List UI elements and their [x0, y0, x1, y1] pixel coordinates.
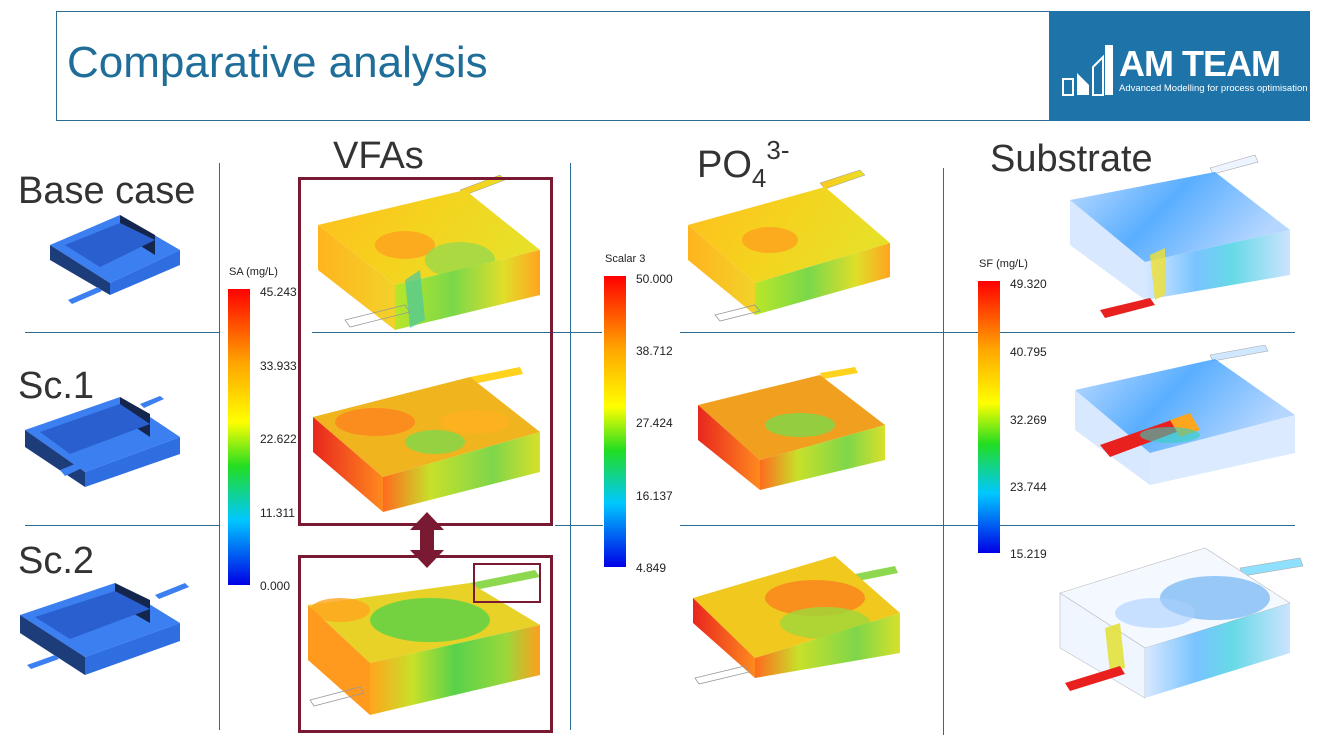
highlight-frame-vfas: [298, 177, 553, 526]
row-label-sc1: Sc.1: [18, 365, 95, 407]
colorbar-sa-tick: 11.311: [260, 506, 295, 520]
divider: [25, 332, 220, 333]
contour-substrate-base-case: [1070, 154, 1290, 318]
logo: [1049, 11, 1310, 121]
po4-subscript: 4: [751, 163, 767, 193]
colorbar-sa-tick: 22.622: [260, 432, 297, 446]
logo-mark-icon: [1062, 45, 1113, 96]
po4-base: PO: [697, 144, 752, 186]
divider: [25, 525, 220, 526]
colorbar-scalar3-tick: 16.137: [636, 489, 673, 503]
contour-po4-sc2: [693, 556, 900, 685]
title-frame: [56, 11, 1049, 121]
colorbar-scalar3-tick: 50.000: [636, 272, 673, 286]
colorbar-sa: [228, 289, 250, 585]
reactor-geometry-sc2: [20, 583, 189, 675]
colorbar-sa-tick: 0.000: [260, 579, 291, 593]
reactor-geometry-base-case: [50, 215, 180, 304]
column-heading-vfas: VFAs: [333, 135, 424, 177]
divider: [555, 525, 603, 526]
contour-vfas-sc1: [313, 367, 540, 512]
colorbar-scalar3-tick: 38.712: [636, 344, 673, 358]
logo-subtitle: Advanced Modelling for process optimisat…: [1119, 83, 1308, 94]
contour-vfas-base-case: [318, 174, 540, 330]
colorbar-title-scalar3: Scalar 3: [605, 253, 646, 265]
colorbar-sf-tick: 40.795: [1010, 345, 1047, 359]
row-label-base-case: Base case: [18, 170, 196, 212]
colorbar-sa-tick: 33.933: [260, 359, 297, 373]
colorbar-sf-tick: 49.320: [1010, 277, 1047, 291]
row-label-sc2: Sc.2: [18, 540, 95, 582]
colorbar-sf-tick: 15.219: [1010, 547, 1047, 561]
colorbar-scalar3: [604, 276, 626, 567]
contour-po4-sc1: [698, 367, 885, 490]
colorbar-title-sf: SF (mg/L): [979, 258, 1028, 270]
highlight-outlet: [473, 563, 541, 603]
colorbar-sf-tick: 23.744: [1010, 480, 1047, 494]
colorbar-title-sa: SA (mg/L): [229, 266, 278, 278]
contour-po4-base-case: [688, 169, 890, 322]
colorbar-scalar3-tick: 4.849: [636, 561, 667, 575]
divider: [312, 332, 602, 333]
contour-substrate-sc1: [1075, 345, 1295, 485]
po4-superscript: 3-: [766, 135, 790, 165]
colorbar-sf: [978, 281, 1000, 553]
logo-text: AM TEAM: [1119, 43, 1281, 84]
double-arrow-icon: [410, 512, 444, 568]
colorbar-sf-tick: 32.269: [1010, 413, 1047, 427]
contour-vfas-sc2: [308, 570, 540, 715]
colorbar-scalar3-tick: 27.424: [636, 416, 673, 430]
reactor-geometry-sc1: [25, 396, 180, 487]
divider: [570, 163, 571, 730]
column-heading-substrate: Substrate: [990, 138, 1153, 180]
divider: [943, 168, 944, 735]
page-title: Comparative analysis: [67, 38, 488, 87]
colorbar-sa-tick: 45.243: [260, 285, 297, 299]
contour-substrate-sc2: [1059, 547, 1304, 699]
divider: [219, 163, 220, 730]
column-heading-po4: PO43-: [697, 135, 790, 194]
